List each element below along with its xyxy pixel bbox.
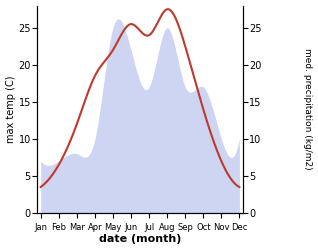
Y-axis label: max temp (C): max temp (C) xyxy=(5,76,16,143)
X-axis label: date (month): date (month) xyxy=(99,234,181,244)
Y-axis label: med. precipitation (kg/m2): med. precipitation (kg/m2) xyxy=(303,48,313,170)
